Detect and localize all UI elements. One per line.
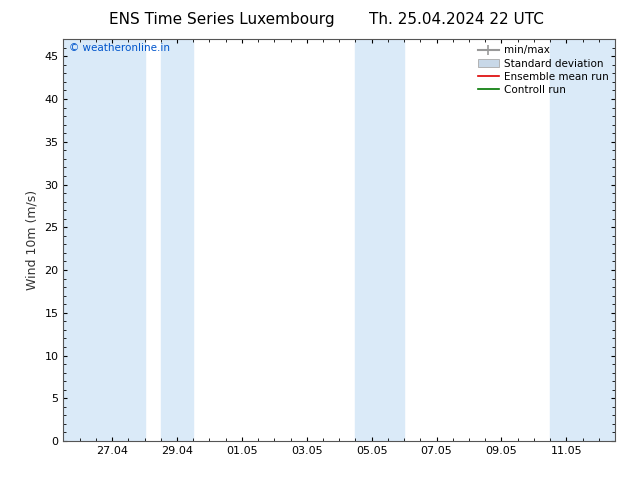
Text: ENS Time Series Luxembourg: ENS Time Series Luxembourg [109, 12, 335, 27]
Y-axis label: Wind 10m (m/s): Wind 10m (m/s) [26, 190, 39, 290]
Text: © weatheronline.in: © weatheronline.in [69, 43, 170, 53]
Bar [161, 39, 193, 441]
Bar [550, 39, 615, 441]
Legend: min/max, Standard deviation, Ensemble mean run, Controll run: min/max, Standard deviation, Ensemble me… [474, 41, 613, 99]
Bar [63, 39, 145, 441]
Text: Th. 25.04.2024 22 UTC: Th. 25.04.2024 22 UTC [369, 12, 544, 27]
Bar [356, 39, 404, 441]
